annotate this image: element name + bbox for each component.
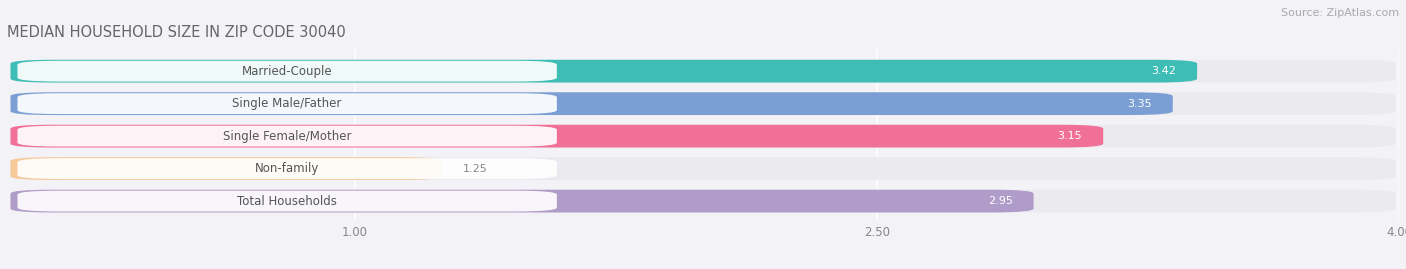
FancyBboxPatch shape	[10, 60, 1396, 83]
FancyBboxPatch shape	[10, 92, 1173, 115]
FancyBboxPatch shape	[10, 125, 1396, 147]
Text: 3.42: 3.42	[1152, 66, 1177, 76]
Text: Married-Couple: Married-Couple	[242, 65, 332, 78]
Text: Single Female/Mother: Single Female/Mother	[224, 130, 352, 143]
FancyBboxPatch shape	[17, 61, 557, 82]
Text: 3.35: 3.35	[1128, 99, 1152, 109]
FancyBboxPatch shape	[10, 157, 441, 180]
FancyBboxPatch shape	[10, 60, 1197, 83]
FancyBboxPatch shape	[17, 191, 557, 211]
FancyBboxPatch shape	[10, 92, 1396, 115]
Text: 3.15: 3.15	[1057, 131, 1083, 141]
FancyBboxPatch shape	[17, 158, 557, 179]
FancyBboxPatch shape	[10, 190, 1396, 213]
Text: Single Male/Father: Single Male/Father	[232, 97, 342, 110]
FancyBboxPatch shape	[10, 157, 1396, 180]
FancyBboxPatch shape	[10, 190, 1033, 213]
Text: MEDIAN HOUSEHOLD SIZE IN ZIP CODE 30040: MEDIAN HOUSEHOLD SIZE IN ZIP CODE 30040	[7, 25, 346, 40]
Text: 1.25: 1.25	[463, 164, 488, 174]
Text: Total Households: Total Households	[238, 194, 337, 208]
Text: Source: ZipAtlas.com: Source: ZipAtlas.com	[1281, 8, 1399, 18]
FancyBboxPatch shape	[10, 125, 1104, 147]
Text: Non-family: Non-family	[254, 162, 319, 175]
FancyBboxPatch shape	[17, 126, 557, 147]
Text: 2.95: 2.95	[988, 196, 1012, 206]
FancyBboxPatch shape	[17, 93, 557, 114]
